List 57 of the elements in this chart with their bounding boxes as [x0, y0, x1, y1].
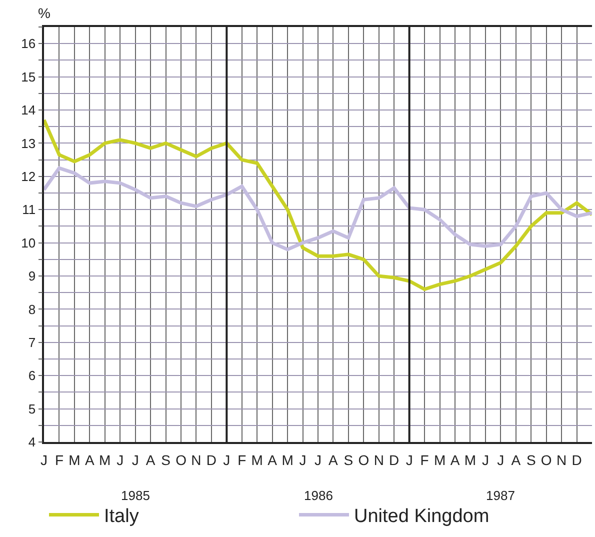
y-tick-label: 7 — [28, 334, 36, 350]
y-tick-label: 12 — [21, 168, 36, 184]
y-tick-label: 10 — [21, 235, 36, 250]
x-tick-label: A — [328, 452, 339, 468]
x-tick-label: J — [223, 452, 230, 468]
x-tick-label: D — [206, 452, 217, 468]
x-tick-label: D — [572, 452, 582, 468]
y-tick-label: 9 — [28, 268, 36, 284]
y-axis-title: % — [38, 5, 50, 21]
x-tick-label: F — [54, 452, 64, 468]
x-tick-label: J — [299, 452, 306, 468]
line-series — [44, 118, 592, 292]
text: 1986 — [304, 488, 333, 503]
legend-label: Italy — [104, 506, 140, 528]
x-tick-label: M — [99, 452, 111, 468]
x-tick-label: S — [344, 452, 354, 468]
y-tick-label: 16 — [21, 36, 36, 52]
x-tick-label: A — [511, 452, 522, 468]
y-tick-label: 13 — [21, 136, 36, 151]
x-tick-label: J — [314, 452, 322, 468]
x-tick-label: A — [450, 452, 460, 468]
x-tick-label: N — [191, 452, 202, 468]
x-tick-label: J — [482, 452, 489, 468]
x-tick-label: J — [497, 452, 504, 468]
x-tick-label: M — [68, 452, 80, 468]
x-tick-label: D — [389, 452, 400, 468]
x-tick-label: S — [161, 452, 170, 468]
x-tick-label: J — [406, 452, 413, 468]
x-tick-label: O — [176, 452, 187, 468]
x-tick-label: N — [556, 452, 567, 468]
y-tick-label: 6 — [28, 368, 36, 384]
y-tick-label: 8 — [28, 302, 36, 317]
text: 1985 — [121, 488, 150, 503]
y-tick-label: 5 — [28, 401, 36, 416]
x-tick-label: J — [132, 452, 139, 468]
x-tick-label: M — [282, 452, 294, 468]
y-tick-label: 4 — [28, 434, 36, 450]
x-tick-label: A — [85, 452, 95, 468]
x-tick-label: S — [526, 452, 536, 468]
x-tick-label: F — [238, 452, 246, 468]
x-tick-label: M — [251, 452, 263, 468]
y-tick-label: 11 — [22, 202, 36, 218]
x-tick-label: F — [420, 452, 429, 468]
y-tick-label: 14 — [21, 102, 36, 118]
x-tick-label: O — [540, 452, 552, 468]
x-tick-label: J — [40, 452, 48, 468]
legend-label: United Kingdom — [354, 506, 490, 528]
x-tick-label: N — [374, 452, 384, 468]
x-tick-label: M — [434, 452, 446, 468]
x-tick-label: J — [116, 452, 124, 468]
line-series — [44, 166, 592, 252]
text: 1987 — [486, 488, 515, 503]
x-tick-label: M — [464, 452, 476, 468]
x-tick-label: A — [146, 452, 156, 468]
x-tick-label: O — [358, 452, 370, 468]
x-tick-label: A — [268, 452, 278, 468]
y-tick-label: 15 — [21, 69, 36, 84]
